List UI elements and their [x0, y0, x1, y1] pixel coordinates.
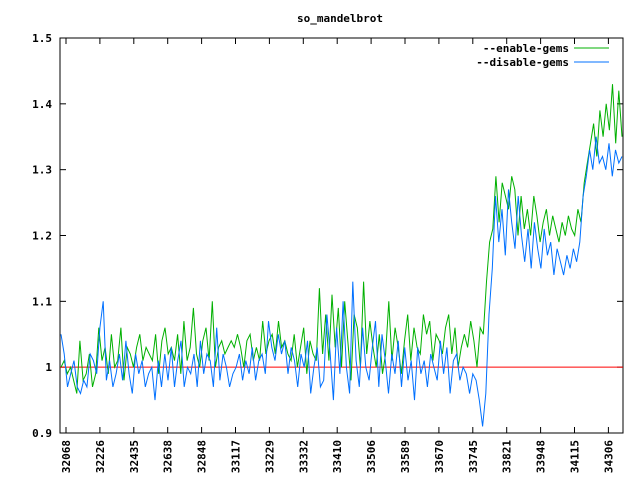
x-tick-label: 32638	[162, 440, 175, 473]
y-tick-label: 1.1	[32, 295, 52, 308]
x-tick-label: 32435	[128, 440, 141, 473]
x-tick-label: 32226	[94, 440, 107, 473]
x-tick-label: 33821	[501, 440, 514, 473]
x-tick-label: 34115	[569, 440, 582, 473]
legend: --enable-gems --disable-gems	[476, 42, 609, 69]
x-tick-label: 33589	[399, 440, 412, 473]
axes: 0.9 1 1.1 1.2 1.3 1.4 1.5 32068 32226 32435 32638 3…	[32, 32, 624, 473]
x-tick-label: 33410	[331, 440, 344, 473]
x-tick-label: 33506	[365, 440, 378, 473]
x-tick-label: 32068	[60, 440, 73, 473]
plot-frame	[59, 37, 624, 434]
x-tick-label: 33229	[263, 440, 276, 473]
chart-title: so_mandelbrot	[297, 12, 383, 25]
series-line-disable-gems	[60, 136, 623, 427]
x-tick-label: 33745	[467, 440, 480, 473]
x-tick-label: 34306	[602, 440, 615, 473]
x-tick-label: 33117	[230, 440, 243, 473]
x-tick-label: 33670	[433, 440, 446, 473]
legend-label-enable-gems: --enable-gems	[483, 42, 569, 55]
x-tick-label: 33332	[297, 440, 310, 473]
y-tick-label: 1	[45, 361, 52, 374]
series-line-enable-gems	[60, 84, 623, 394]
y-tick-label: 0.9	[32, 427, 52, 440]
y-tick-label: 1.4	[32, 98, 52, 111]
y-tick-label: 1.2	[32, 230, 52, 243]
y-tick-label: 1.5	[32, 32, 52, 45]
legend-label-disable-gems: --disable-gems	[476, 56, 569, 69]
x-tick-label: 33948	[535, 440, 548, 473]
x-tick-label: 32848	[196, 440, 209, 473]
y-tick-label: 1.3	[32, 164, 52, 177]
series-layer	[60, 84, 623, 427]
